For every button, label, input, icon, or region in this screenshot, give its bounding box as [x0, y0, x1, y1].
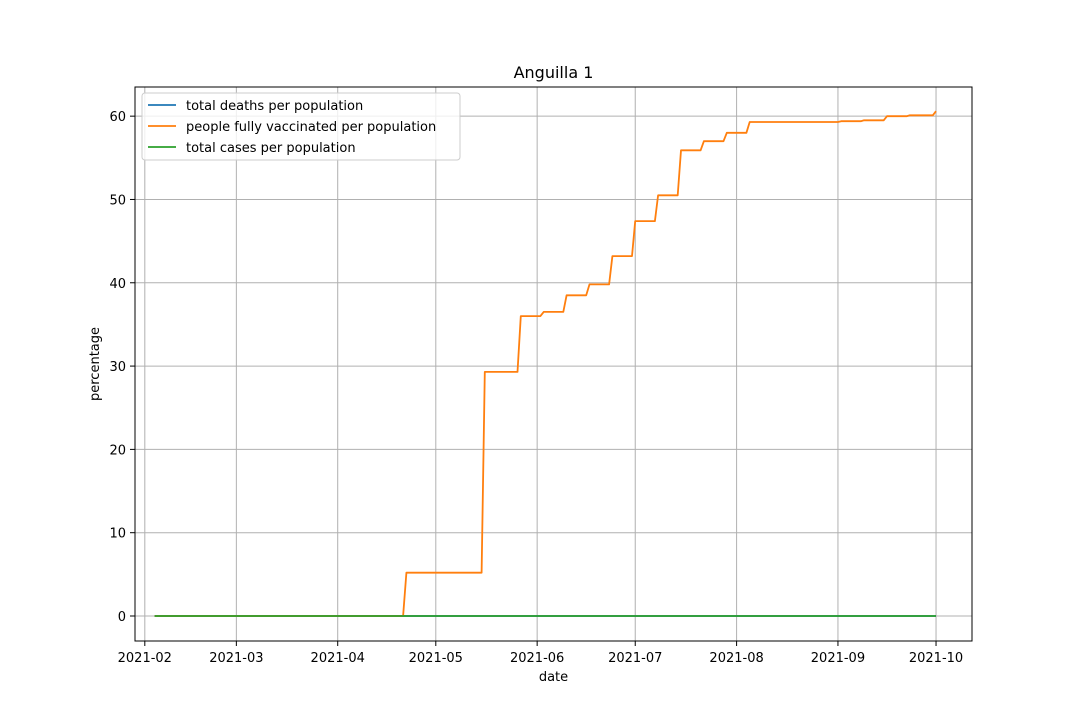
y-axis: 0 10 20 30 40 50 60 — [109, 110, 135, 625]
x-tick-label: 2021-06 — [510, 651, 564, 666]
x-axis-label: date — [539, 670, 568, 685]
y-tick-label: 40 — [109, 277, 126, 292]
legend-label: total cases per population — [186, 141, 356, 156]
y-tick-label: 20 — [109, 443, 126, 458]
x-tick-label: 2021-08 — [709, 651, 763, 666]
plot-frame — [134, 86, 973, 642]
y-axis-label: percentage — [88, 327, 103, 401]
legend-label: people fully vaccinated per population — [186, 120, 436, 135]
y-tick-label: 30 — [109, 360, 126, 375]
legend: total deaths per population people fully … — [141, 92, 461, 161]
legend-box — [141, 92, 461, 161]
plot-lines — [154, 110, 937, 617]
y-tick-label: 60 — [109, 110, 126, 125]
x-tick-label: 2021-04 — [311, 651, 365, 666]
y-tick-label: 10 — [109, 527, 126, 542]
x-tick-label: 2021-10 — [909, 651, 963, 666]
x-tick-label: 2021-03 — [209, 651, 263, 666]
x-axis: 2021-02 2021-03 2021-04 2021-05 2021-06 2021-… — [118, 641, 963, 666]
x-tick-label: 2021-05 — [409, 651, 463, 666]
x-tick-label: 2021-07 — [608, 651, 662, 666]
x-tick-label: 2021-02 — [118, 651, 172, 666]
legend-label: total deaths per population — [186, 99, 363, 114]
y-tick-label: 0 — [118, 610, 126, 625]
x-tick-label: 2021-09 — [811, 651, 865, 666]
y-tick-label: 50 — [109, 193, 126, 208]
series-line-2 — [154, 110, 937, 617]
chart-title: Anguilla 1 — [514, 63, 594, 82]
